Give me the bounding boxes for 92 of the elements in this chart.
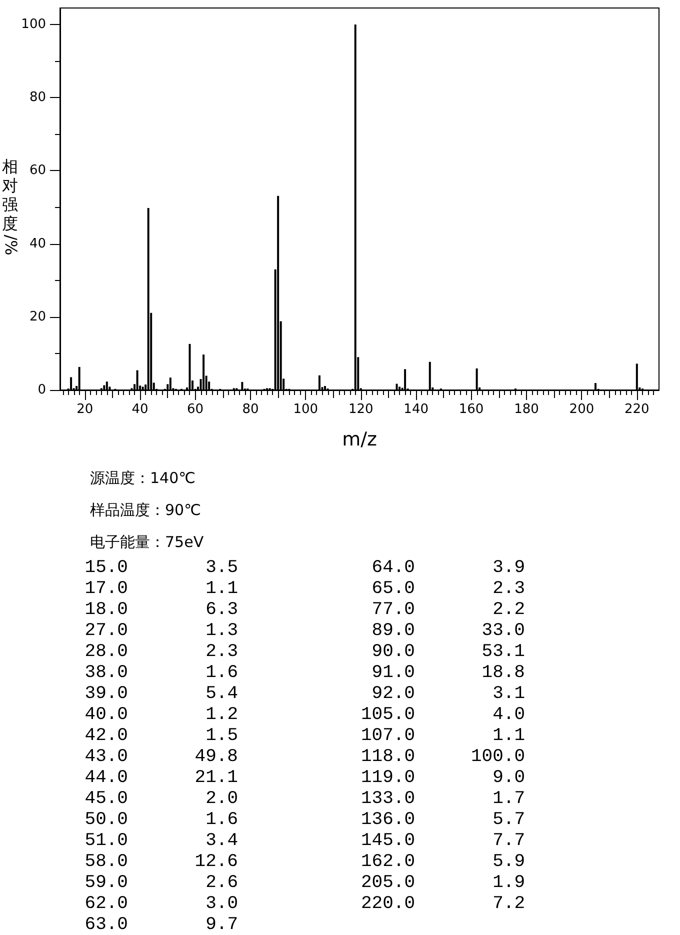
text: 1.6 bbox=[204, 810, 238, 831]
text: 205.0 bbox=[360, 873, 415, 894]
text: 40.0 bbox=[84, 705, 128, 726]
text: 1.1 bbox=[492, 726, 525, 747]
text: 63.0 bbox=[84, 915, 128, 935]
x-tick-label: 100 bbox=[293, 402, 318, 417]
text: 53.1 bbox=[480, 642, 525, 663]
text: 7.2 bbox=[492, 894, 525, 915]
text: 1.6 bbox=[204, 663, 238, 684]
y-tick-label: 80 bbox=[29, 90, 46, 106]
text: 39.0 bbox=[84, 684, 128, 705]
text: 50.0 bbox=[84, 810, 128, 831]
text: 5.4 bbox=[204, 684, 238, 705]
text: 220.0 bbox=[360, 894, 415, 915]
x-tick-label: 180 bbox=[514, 402, 539, 417]
text: 45.0 bbox=[84, 789, 128, 810]
text: 2.0 bbox=[204, 789, 238, 810]
text: 119.0 bbox=[360, 768, 415, 789]
text: 91.0 bbox=[370, 663, 415, 684]
text: 2.2 bbox=[492, 600, 525, 621]
text: 162.0 bbox=[360, 852, 415, 873]
text: 1.7 bbox=[492, 789, 525, 810]
y-tick-label: 60 bbox=[29, 163, 46, 178]
text: 133.0 bbox=[360, 789, 415, 810]
text: 100.0 bbox=[470, 747, 525, 768]
text: 源温度：140℃ bbox=[90, 468, 196, 488]
text: 样品温度：90℃ bbox=[90, 500, 201, 520]
text: 107.0 bbox=[360, 726, 415, 747]
text: 118.0 bbox=[360, 747, 415, 768]
text: 9.7 bbox=[204, 915, 238, 935]
text: 6.3 bbox=[204, 600, 238, 621]
x-tick-label: 60 bbox=[186, 402, 204, 417]
text: 62.0 bbox=[84, 894, 128, 915]
text: 105.0 bbox=[360, 705, 415, 726]
text: 145.0 bbox=[360, 831, 415, 852]
text: 59.0 bbox=[84, 873, 128, 894]
text: 1.5 bbox=[204, 726, 238, 747]
y-tick-label: 0 bbox=[38, 382, 46, 398]
text: 77.0 bbox=[370, 600, 415, 621]
x-tick-label: 120 bbox=[348, 402, 374, 417]
text: 64.0 bbox=[370, 558, 415, 579]
x-tick-label: 80 bbox=[242, 402, 259, 417]
text: 38.0 bbox=[84, 663, 128, 684]
y-axis-title: 相对强度/% bbox=[1, 157, 20, 256]
text: 1.3 bbox=[204, 621, 238, 642]
text: 51.0 bbox=[84, 831, 128, 852]
text: 92.0 bbox=[370, 684, 415, 705]
text: 17.0 bbox=[84, 579, 128, 600]
x-tick-label: 40 bbox=[132, 402, 148, 417]
text: 5.9 bbox=[492, 852, 525, 873]
x-tick-label: 160 bbox=[458, 402, 484, 417]
text: 89.0 bbox=[370, 621, 415, 642]
y-tick-label: 100 bbox=[21, 16, 46, 32]
text: 21.1 bbox=[194, 768, 238, 789]
text: 33.0 bbox=[480, 621, 525, 642]
text: 27.0 bbox=[84, 621, 128, 642]
x-tick-label: 200 bbox=[569, 402, 594, 417]
x-tick-label: 140 bbox=[404, 402, 428, 417]
text: 28.0 bbox=[84, 642, 128, 663]
text: 1.1 bbox=[204, 579, 238, 600]
text: 136.0 bbox=[360, 810, 415, 831]
text: 90.0 bbox=[370, 642, 415, 663]
text: 65.0 bbox=[370, 579, 415, 600]
text: 3.5 bbox=[204, 558, 238, 579]
text: 7.7 bbox=[492, 831, 525, 852]
text: 43.0 bbox=[84, 747, 128, 768]
text: 3.0 bbox=[204, 894, 238, 915]
x-axis-title: m/z bbox=[342, 428, 377, 450]
text: 18.8 bbox=[480, 663, 525, 684]
text: 1.9 bbox=[492, 873, 525, 894]
x-tick-label: 20 bbox=[76, 402, 94, 417]
text: 44.0 bbox=[84, 768, 128, 789]
text: 5.7 bbox=[492, 810, 525, 831]
text: 2.3 bbox=[204, 642, 238, 663]
text: 2.6 bbox=[204, 873, 238, 894]
y-tick-label: 20 bbox=[29, 309, 46, 324]
text: 18.0 bbox=[84, 600, 128, 621]
text: 42.0 bbox=[84, 726, 128, 747]
y-tick-label: 40 bbox=[29, 236, 46, 252]
text: 4.0 bbox=[492, 705, 525, 726]
x-tick-label: 220 bbox=[624, 402, 650, 417]
text: 2.3 bbox=[492, 579, 525, 600]
text: 49.8 bbox=[194, 747, 238, 768]
text: 3.1 bbox=[492, 684, 525, 705]
text: 3.9 bbox=[492, 558, 525, 579]
text: 15.0 bbox=[84, 558, 128, 579]
text: 12.6 bbox=[194, 852, 238, 873]
text: 1.2 bbox=[204, 705, 238, 726]
text: 58.0 bbox=[84, 852, 128, 873]
text: 9.0 bbox=[492, 768, 525, 789]
text: 电子能量：75eV bbox=[90, 532, 204, 552]
text: 3.4 bbox=[204, 831, 238, 852]
